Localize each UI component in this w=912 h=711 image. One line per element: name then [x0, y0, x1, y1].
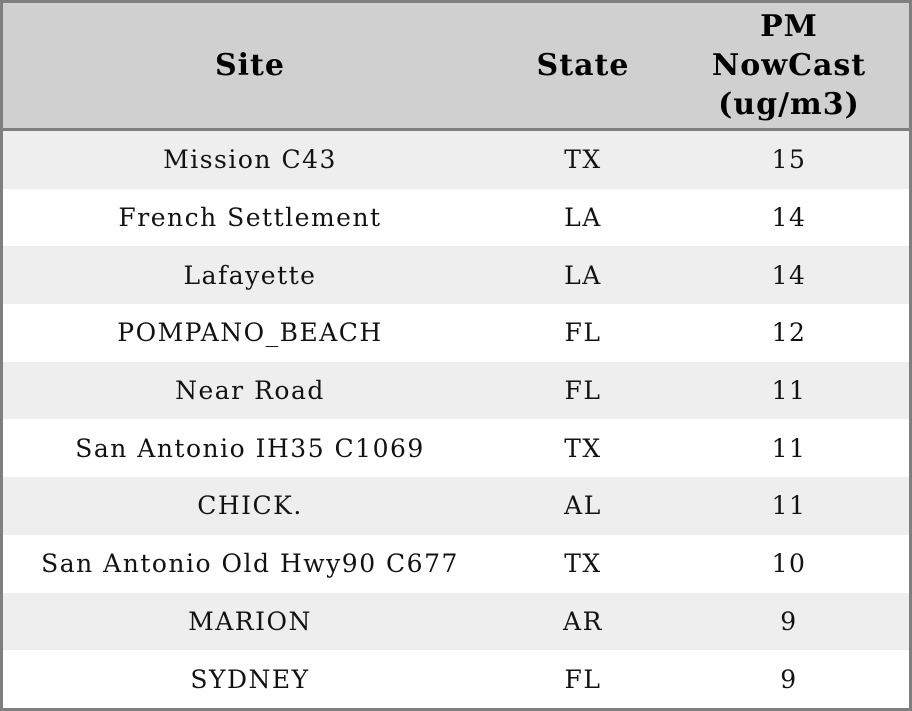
table-row: POMPANO_BEACH FL 12: [3, 304, 909, 362]
cell-state: TX: [497, 534, 669, 593]
cell-site: SYDNEY: [3, 650, 497, 708]
cell-state: TX: [497, 131, 669, 189]
cell-pm: 14: [669, 246, 909, 305]
table-row: Mission C43 TX 15: [3, 131, 909, 189]
cell-pm: 11: [669, 419, 909, 478]
cell-pm: 15: [669, 131, 909, 189]
table-row: CHICK. AL 11: [3, 477, 909, 535]
cell-state: FL: [497, 304, 669, 362]
cell-state: TX: [497, 419, 669, 478]
cell-site: Lafayette: [3, 246, 497, 305]
cell-state: FL: [497, 361, 669, 420]
header-row: Site State PM NowCast (ug/m3): [3, 3, 909, 131]
cell-state: AL: [497, 477, 669, 535]
cell-site: French Settlement: [3, 188, 497, 247]
cell-site: POMPANO_BEACH: [3, 304, 497, 362]
cell-site: Mission C43: [3, 131, 497, 189]
table-header: Site State PM NowCast (ug/m3): [3, 3, 909, 131]
table-row: San Antonio IH35 C1069 TX 11: [3, 419, 909, 478]
cell-site: Near Road: [3, 361, 497, 420]
table-row: French Settlement LA 14: [3, 188, 909, 247]
cell-state: LA: [497, 188, 669, 247]
cell-pm: 11: [669, 361, 909, 420]
column-header-pm-nowcast: PM NowCast (ug/m3): [669, 3, 909, 131]
cell-site: MARION: [3, 592, 497, 651]
cell-state: AR: [497, 592, 669, 651]
column-header-state: State: [497, 3, 669, 131]
table-row: SYDNEY FL 9: [3, 650, 909, 708]
cell-state: FL: [497, 650, 669, 708]
cell-site: CHICK.: [3, 477, 497, 535]
cell-pm: 10: [669, 534, 909, 593]
cell-pm: 9: [669, 650, 909, 708]
cell-pm: 14: [669, 188, 909, 247]
cell-site: San Antonio Old Hwy90 C677: [3, 534, 497, 593]
cell-site: San Antonio IH35 C1069: [3, 419, 497, 478]
cell-pm: 11: [669, 477, 909, 535]
column-header-site: Site: [3, 3, 497, 131]
table-row: San Antonio Old Hwy90 C677 TX 10: [3, 534, 909, 593]
table-row: Lafayette LA 14: [3, 246, 909, 305]
table-row: MARION AR 9: [3, 592, 909, 651]
table-row: Near Road FL 11: [3, 361, 909, 420]
table-body: Mission C43 TX 15 French Settlement LA 1…: [3, 131, 909, 708]
cell-state: LA: [497, 246, 669, 305]
cell-pm: 9: [669, 592, 909, 651]
cell-pm: 12: [669, 304, 909, 362]
